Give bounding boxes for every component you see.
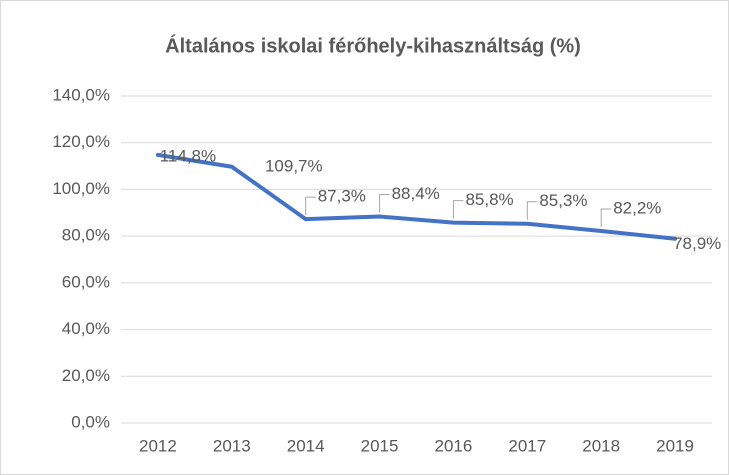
leader-line bbox=[379, 194, 390, 213]
x-tick-label: 2016 bbox=[435, 436, 473, 455]
data-label: 109,7% bbox=[265, 156, 323, 175]
y-tick-label: 80,0% bbox=[62, 226, 110, 245]
data-label: 87,3% bbox=[318, 187, 366, 206]
y-tick-label: 140,0% bbox=[52, 85, 110, 104]
x-tick-label: 2014 bbox=[287, 436, 325, 455]
y-tick-label: 20,0% bbox=[62, 366, 110, 385]
leader-line bbox=[526, 201, 538, 220]
y-tick-label: 120,0% bbox=[52, 132, 110, 151]
x-tick-label: 2017 bbox=[508, 436, 546, 455]
chart-title: Általános iskolai férőhely-kihasználtság… bbox=[165, 34, 581, 57]
x-tick-label: 2015 bbox=[361, 436, 399, 455]
y-tick-label: 0,0% bbox=[71, 412, 110, 431]
y-tick-label: 100,0% bbox=[52, 179, 110, 198]
data-label: 82,2% bbox=[613, 198, 661, 217]
leader-line bbox=[600, 208, 612, 228]
leader-line bbox=[452, 200, 464, 219]
y-tick-label: 60,0% bbox=[62, 272, 110, 291]
data-label: 85,8% bbox=[465, 190, 513, 209]
data-label: 114,8% bbox=[160, 146, 216, 165]
x-tick-label: 2012 bbox=[139, 436, 177, 455]
y-tick-label: 40,0% bbox=[62, 319, 110, 338]
x-tick-label: 2019 bbox=[656, 436, 694, 455]
x-tick-label: 2013 bbox=[213, 436, 251, 455]
line-series bbox=[155, 152, 678, 241]
data-label: 78,9% bbox=[673, 234, 721, 253]
leader-line bbox=[305, 196, 316, 216]
x-tick-label: 2018 bbox=[582, 436, 620, 455]
data-label: 85,3% bbox=[539, 191, 587, 210]
data-label: 88,4% bbox=[392, 184, 440, 203]
